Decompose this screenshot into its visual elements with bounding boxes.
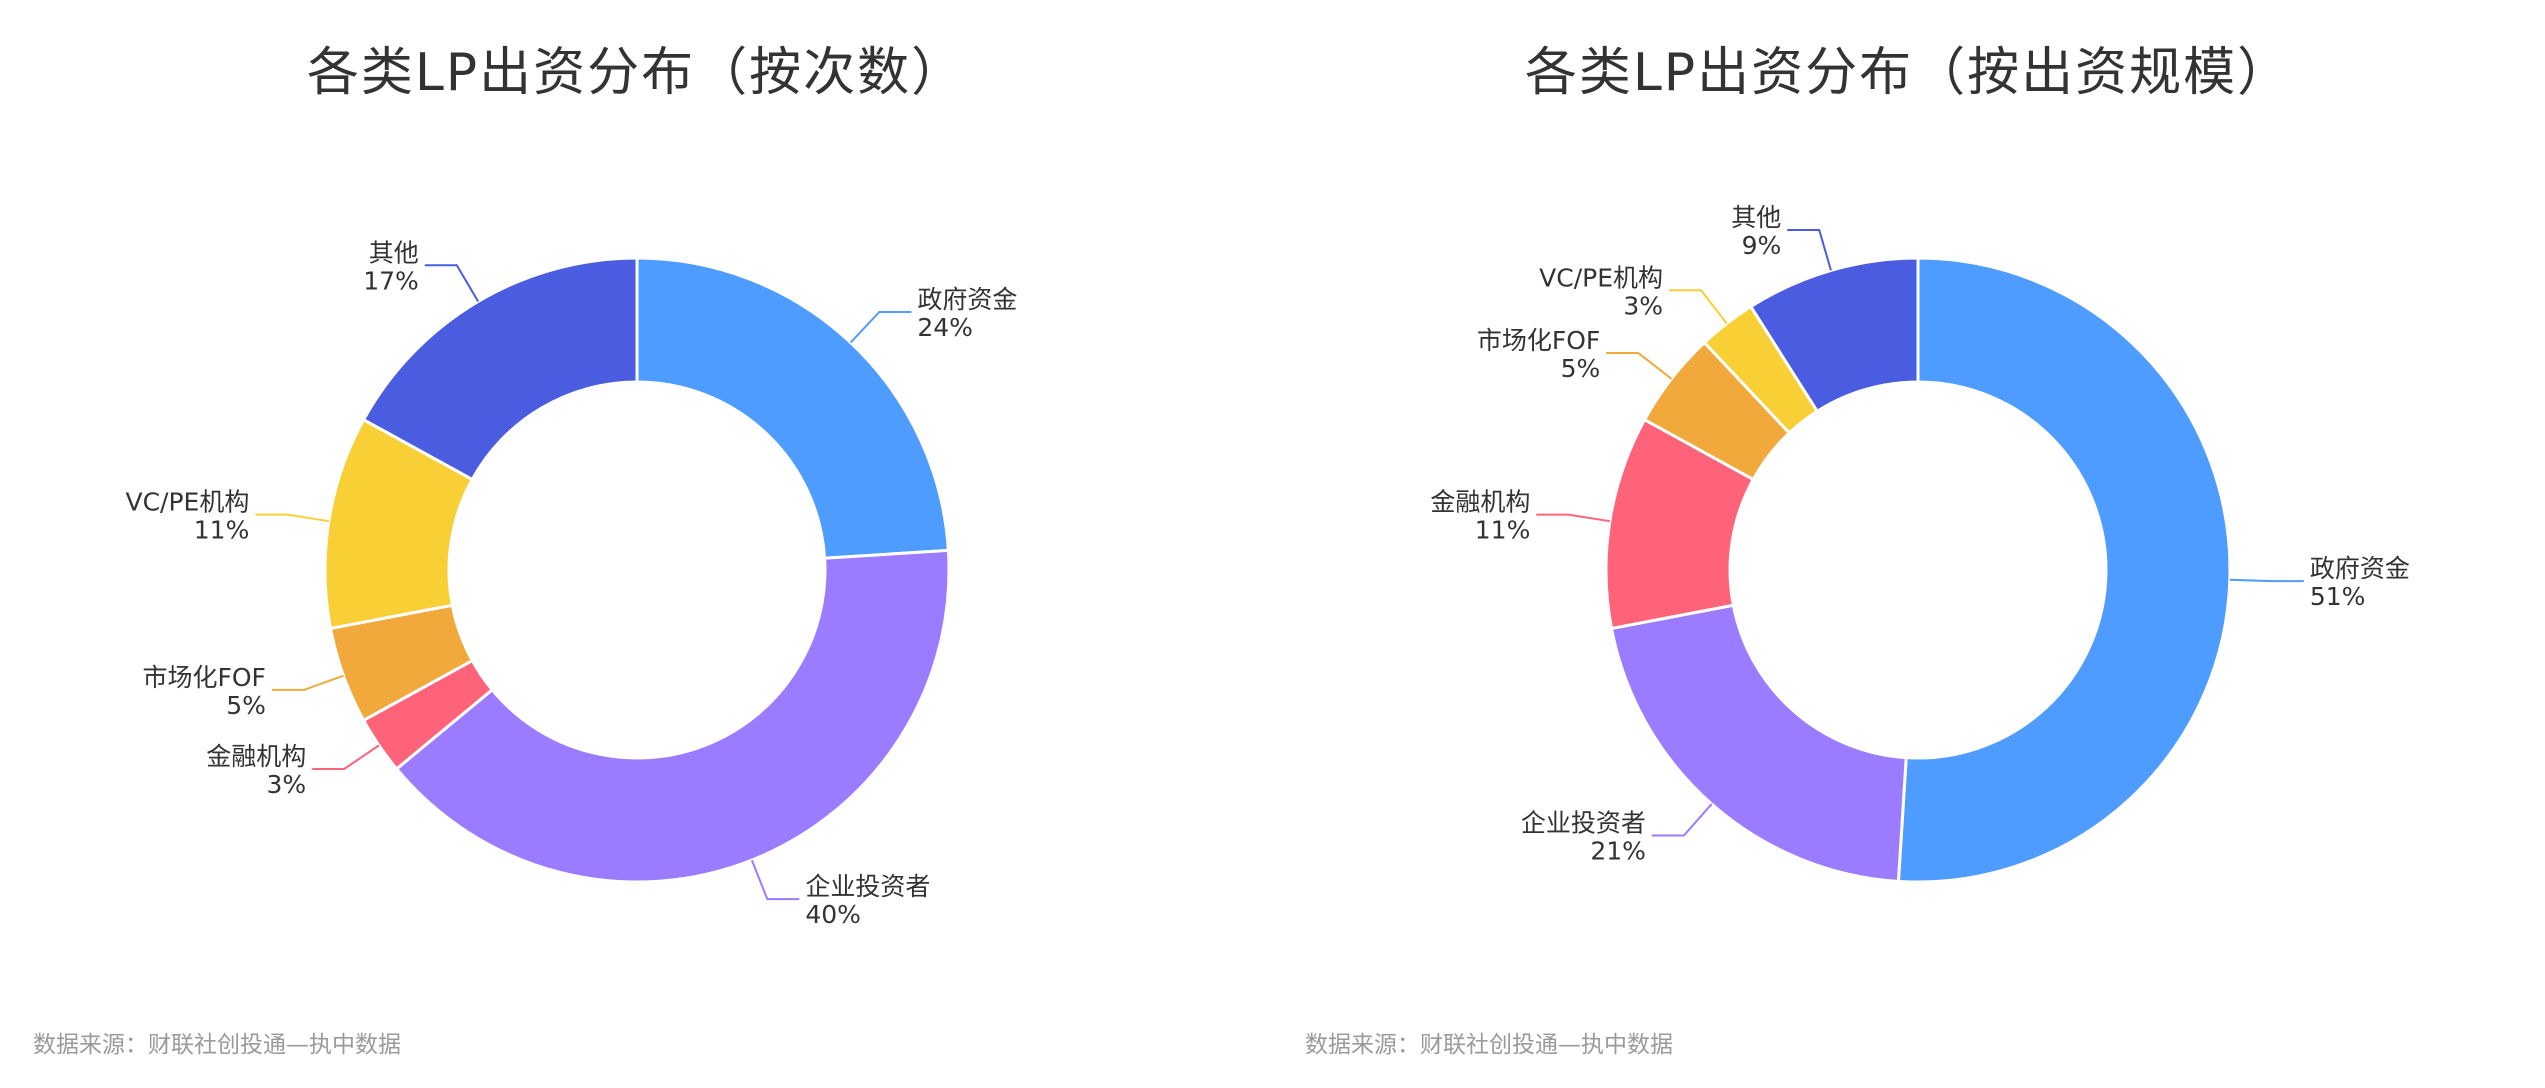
slice-value-label: 5% (1561, 354, 1601, 383)
slice-corporate (394, 548, 951, 884)
leader-line-market-fof (1606, 352, 1673, 380)
leader-line-corporate (1651, 803, 1713, 837)
chart-panel-by-scale: 各类LP出资分布（按出资规模） 政府资金 51% 企业投资者 21% 金融机构 11% 市场… (1272, 0, 2544, 1088)
slice-name-label: 市场化FOF (142, 663, 265, 692)
slice-name-label: 政府资金 (917, 285, 1017, 314)
leader-line-government (849, 310, 912, 344)
slice-other (361, 256, 639, 482)
leader-line-other (1787, 229, 1832, 271)
chart-title: 各类LP出资分布（按次数） (306, 43, 966, 103)
leader-line-market-fof (271, 674, 344, 691)
source-note: 数据来源：财联社创投通—执中数据 (33, 1032, 401, 1058)
slice-value-label: 11% (1475, 516, 1531, 545)
leader-line-vc-pe (255, 513, 329, 523)
slice-name-label: VC/PE机构 (1539, 263, 1663, 292)
slice-corporate (1609, 603, 1908, 883)
slice-government (635, 256, 950, 560)
slice-other (1748, 256, 1920, 414)
slice-name-label: 政府资金 (2310, 554, 2410, 583)
slice-value-label: 51% (2310, 582, 2366, 611)
slice-value-label: 9% (1742, 231, 1782, 260)
leader-line-government (2229, 578, 2304, 583)
leader-line-vc-pe (1669, 289, 1728, 325)
slice-name-label: 企业投资者 (805, 872, 930, 901)
slice-name-label: 其他 (1731, 203, 1781, 232)
chart-panel-by-count: 各类LP出资分布（按次数） 政府资金 24% 企业投资者 40% 金融机构 3% 市场化FO… (0, 0, 1272, 1088)
slice-value-label: 40% (805, 900, 861, 929)
slice-name-label: VC/PE机构 (125, 488, 249, 517)
slice-value-label: 3% (267, 770, 307, 799)
slice-name-label: 其他 (369, 238, 419, 267)
chart-title: 各类LP出资分布（按出资规模） (1524, 43, 2292, 103)
slice-value-label: 17% (363, 266, 419, 295)
slice-government (1896, 256, 2232, 884)
slice-value-label: 21% (1590, 837, 1646, 866)
slice-value-label: 11% (194, 516, 250, 545)
slice-value-label: 3% (1623, 291, 1663, 320)
slice-value-label: 5% (226, 691, 266, 720)
slice-name-label: 金融机构 (206, 742, 306, 771)
slice-name-label: 市场化FOF (1477, 326, 1600, 355)
source-note: 数据来源：财联社创投通—执中数据 (1305, 1032, 1673, 1058)
leader-line-financial (312, 744, 380, 770)
leader-line-other (424, 264, 480, 302)
slice-value-label: 24% (917, 313, 973, 342)
slice-name-label: 金融机构 (1430, 488, 1530, 517)
slice-name-label: 企业投资者 (1521, 809, 1646, 838)
leader-line-financial (1536, 513, 1610, 523)
leader-line-corporate (750, 859, 800, 901)
